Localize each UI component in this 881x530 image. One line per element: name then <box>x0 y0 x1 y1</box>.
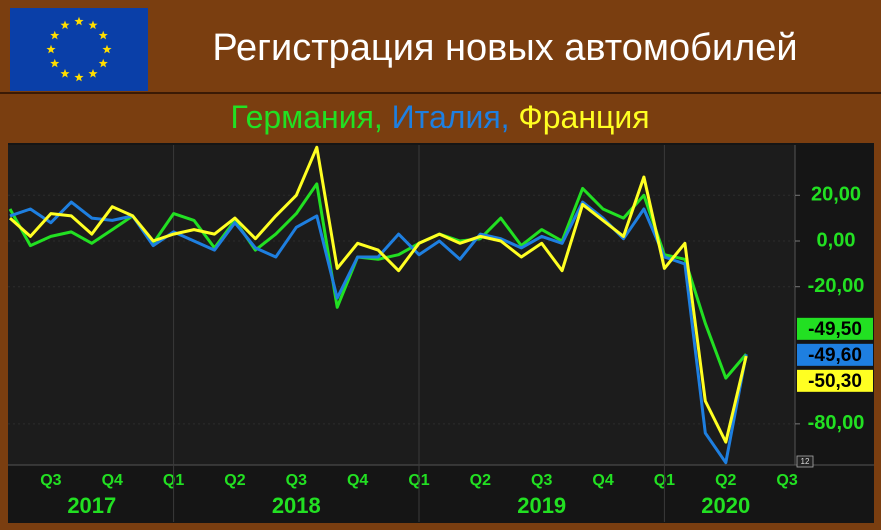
legend-separator: , <box>374 99 383 135</box>
x-tick-label: Q3 <box>286 472 307 489</box>
flag-star <box>60 20 70 30</box>
flag-star <box>50 58 60 68</box>
flag-star <box>98 58 108 68</box>
year-label: 2017 <box>67 493 116 518</box>
flag-star <box>88 68 98 78</box>
y-tick-label: 0,00 <box>817 229 856 251</box>
legend-space <box>510 99 519 135</box>
y-tick-label: -20,00 <box>808 275 865 297</box>
value-label-box <box>797 369 873 392</box>
legend-entry: Италия <box>392 99 501 135</box>
year-label: 2020 <box>701 493 750 518</box>
year-label: 2018 <box>272 493 321 518</box>
value-label-box <box>797 343 873 366</box>
chart-title: Регистрация новых автомобилей <box>212 27 797 69</box>
flag-star <box>102 44 112 54</box>
x-tick-label: Q3 <box>531 472 552 489</box>
x-tick-label: Q2 <box>470 472 491 489</box>
legend-space <box>383 99 392 135</box>
x-tick-label: Q2 <box>224 472 245 489</box>
flag-star <box>74 72 84 82</box>
x-tick-label: Q4 <box>592 472 613 489</box>
flag-star <box>46 44 56 54</box>
flag-star <box>50 30 60 40</box>
flag-star <box>98 30 108 40</box>
value-label: -49,50 <box>808 319 862 340</box>
corner-label: 12 <box>801 457 810 466</box>
x-tick-label: Q4 <box>102 472 123 489</box>
legend: Германия, Италия, Франция <box>230 99 649 135</box>
x-tick-label: Q4 <box>347 472 368 489</box>
plot-area <box>8 145 795 465</box>
value-label: -49,60 <box>808 345 862 366</box>
x-tick-label: Q3 <box>40 472 61 489</box>
legend-separator: , <box>501 99 510 135</box>
y-tick-label: -80,00 <box>808 412 865 434</box>
y-tick-label: 20,00 <box>811 184 861 206</box>
flag-star <box>74 16 84 26</box>
x-tick-label: Q2 <box>715 472 736 489</box>
value-label-box <box>797 317 873 340</box>
corner-box <box>796 455 814 468</box>
x-tick-label: Q3 <box>776 472 797 489</box>
legend-entry: Франция <box>518 99 649 135</box>
flag-star <box>88 20 98 30</box>
series-line <box>8 145 748 444</box>
legend-entry: Германия <box>230 99 373 135</box>
flag-star <box>60 68 70 78</box>
flag-stars <box>46 16 112 82</box>
year-label: 2019 <box>517 493 566 518</box>
value-label: -50,30 <box>808 371 862 392</box>
